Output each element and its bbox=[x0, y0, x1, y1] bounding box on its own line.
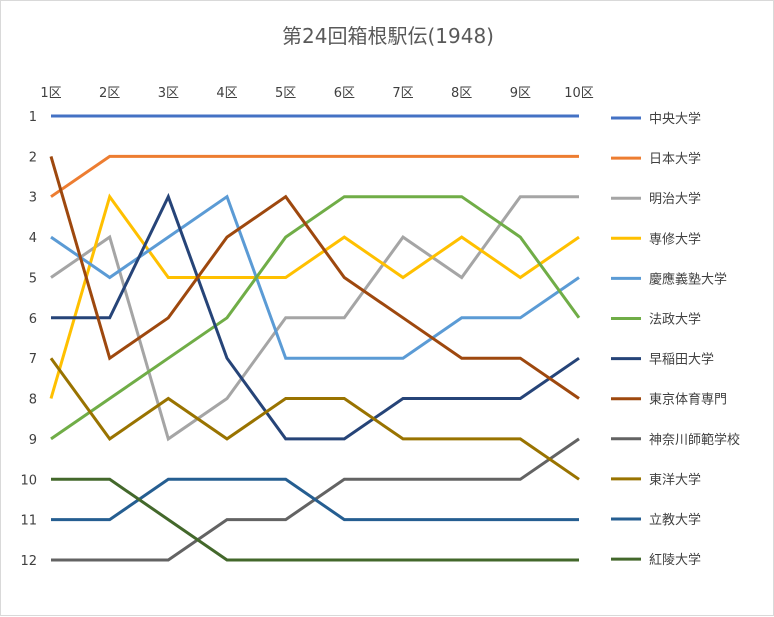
y-tick-label: 10 bbox=[20, 473, 37, 488]
series-line-10 bbox=[49, 357, 580, 481]
legend-label: 専修大学 bbox=[649, 231, 701, 247]
y-tick-label: 8 bbox=[29, 393, 37, 408]
x-tick-label: 8区 bbox=[451, 86, 472, 101]
y-tick-label: 6 bbox=[29, 312, 37, 327]
y-tick-label: 12 bbox=[20, 554, 37, 569]
x-tick-label: 5区 bbox=[275, 86, 296, 101]
y-tick-label: 3 bbox=[29, 191, 37, 206]
legend-label: 立教大学 bbox=[649, 512, 701, 528]
y-tick-label: 5 bbox=[29, 271, 37, 286]
x-tick-label: 9区 bbox=[510, 86, 531, 101]
series-line-7 bbox=[51, 192, 580, 441]
series-line-6 bbox=[50, 195, 581, 441]
legend-label: 東京体育専門 bbox=[649, 392, 727, 408]
x-tick-label: 10区 bbox=[564, 86, 594, 101]
x-tick-label: 6区 bbox=[334, 86, 355, 101]
x-tick-label: 4区 bbox=[216, 86, 237, 101]
legend: 中央大学日本大学明治大学専修大学慶應義塾大学法政大学早稲田大学東京体育専門神奈川… bbox=[611, 111, 740, 568]
x-tick-label: 1区 bbox=[40, 86, 61, 101]
x-axis-tick-labels: 1区 2区 3区 4区 5区 6区 7区 8区 9区 10区 bbox=[40, 86, 593, 101]
legend-label: 早稲田大学 bbox=[649, 352, 714, 368]
y-tick-label: 4 bbox=[29, 231, 37, 246]
y-tick-label: 11 bbox=[20, 514, 37, 529]
legend-label: 紅陵大学 bbox=[649, 552, 701, 568]
y-tick-label: 9 bbox=[29, 433, 37, 448]
series-line-8 bbox=[49, 155, 580, 400]
legend-label: 神奈川師範学校 bbox=[649, 432, 740, 448]
series-line-4 bbox=[49, 193, 580, 399]
series-line-11 bbox=[51, 477, 579, 522]
legend-label: 日本大学 bbox=[649, 151, 701, 167]
legend-label: 中央大学 bbox=[649, 111, 701, 127]
y-tick-label: 7 bbox=[29, 352, 37, 367]
legend-label: 明治大学 bbox=[649, 191, 701, 207]
legend-label: 法政大学 bbox=[649, 312, 701, 328]
chart-title: 第24回箱根駅伝(1948) bbox=[282, 24, 494, 48]
y-tick-label: 1 bbox=[29, 110, 37, 125]
x-tick-label: 7区 bbox=[392, 86, 413, 101]
x-tick-label: 3区 bbox=[158, 86, 179, 101]
legend-label: 慶應義塾大学 bbox=[649, 271, 727, 287]
series-line-2 bbox=[50, 154, 579, 198]
y-tick-label: 2 bbox=[29, 150, 37, 165]
series-lines bbox=[49, 114, 581, 562]
legend-label: 東洋大学 bbox=[649, 472, 701, 488]
series-line-12 bbox=[51, 477, 579, 562]
x-tick-label: 2区 bbox=[99, 86, 120, 101]
